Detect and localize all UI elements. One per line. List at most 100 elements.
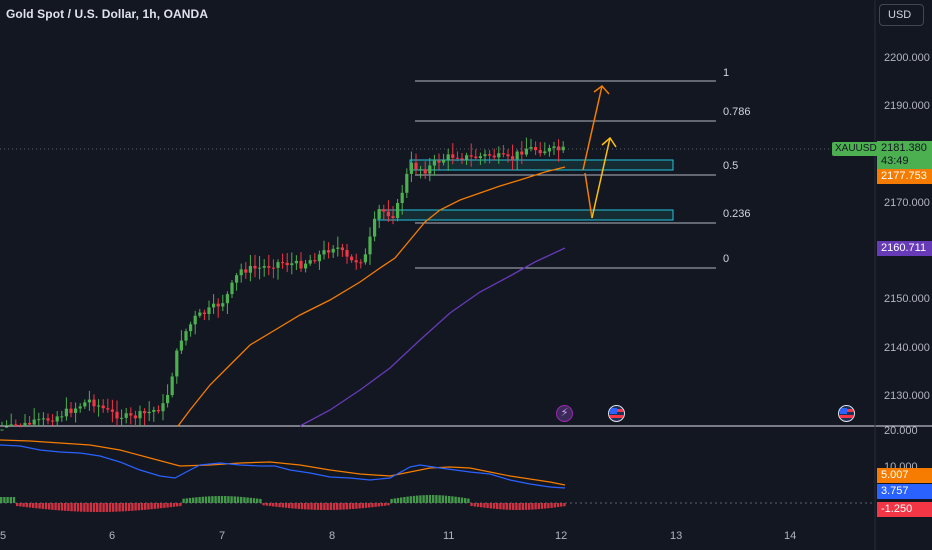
histogram-bar: [230, 496, 233, 503]
candle-body: [207, 307, 211, 314]
candle-body: [87, 399, 91, 403]
histogram-bar: [252, 498, 256, 503]
histogram-bar: [332, 503, 336, 510]
candle-body: [74, 408, 78, 413]
histogram-bar: [102, 503, 105, 512]
candle-body: [166, 395, 170, 404]
histogram-bar: [35, 503, 38, 509]
chart-title: Gold Spot / U.S. Dollar, 1h, OANDA: [6, 7, 209, 21]
candle-body: [161, 403, 165, 412]
candle-body: [313, 260, 317, 262]
candlestick-series: [0, 137, 565, 431]
histogram-bar: [380, 503, 384, 507]
zone-box-lower[interactable]: [377, 209, 674, 221]
histogram-bar: [489, 503, 492, 509]
candle-body: [69, 408, 73, 413]
candle-body: [9, 424, 13, 426]
histogram-bar: [16, 503, 19, 507]
candle-body: [28, 422, 32, 425]
candle-body: [83, 402, 87, 407]
histogram-bar: [521, 503, 524, 510]
price-tick: 2190.000: [884, 100, 930, 112]
histogram-bar: [249, 497, 252, 503]
candle-body: [248, 265, 252, 273]
histogram-bar: [41, 503, 44, 509]
candle-body: [152, 409, 156, 412]
candle-body: [432, 160, 436, 166]
candle-body: [400, 192, 404, 204]
histogram-bar: [220, 496, 224, 503]
histogram-bar: [115, 503, 118, 512]
candle-body: [115, 411, 119, 419]
histogram-bar: [377, 503, 380, 507]
candle-body: [267, 266, 271, 268]
histogram-bar: [3, 497, 6, 503]
zone-box-upper[interactable]: [409, 159, 674, 171]
histogram-bar: [316, 503, 320, 510]
lightning-icon[interactable]: ⚡: [556, 405, 573, 422]
candle-body: [32, 419, 36, 425]
histogram-bar: [131, 503, 134, 511]
candle-body: [193, 315, 197, 325]
candle-body: [391, 216, 395, 218]
histogram-bar: [387, 503, 390, 506]
histogram-bar: [297, 503, 300, 509]
candle-body: [23, 422, 27, 426]
histogram-bar: [400, 497, 403, 503]
candle-body: [262, 266, 266, 268]
us-flag-icon[interactable]: [838, 405, 855, 422]
time-tick: 13: [670, 530, 683, 542]
histogram-bar: [108, 503, 112, 512]
histogram-bar: [323, 503, 326, 510]
candle-body: [184, 331, 188, 341]
candle-body: [331, 248, 335, 253]
histogram-bar: [345, 503, 348, 510]
histogram-bar: [73, 503, 76, 512]
histogram-bar: [211, 496, 214, 503]
currency-button[interactable]: USD: [879, 4, 924, 26]
candle-body: [543, 151, 547, 154]
histogram-bar: [176, 503, 179, 507]
fib-retracement[interactable]: [415, 80, 716, 269]
candle-body: [110, 409, 114, 412]
candle-body: [345, 250, 349, 257]
histogram-bar: [432, 495, 435, 503]
fib-label: 0.236: [723, 208, 751, 220]
histogram-bar: [486, 503, 489, 509]
histogram-bar: [326, 503, 329, 510]
histogram-bar: [384, 503, 387, 506]
candle-body: [419, 169, 423, 171]
candle-body: [511, 156, 515, 160]
price-tick: 2170.000: [884, 197, 930, 209]
us-flag-icon[interactable]: [608, 405, 625, 422]
candle-body: [336, 247, 340, 249]
candle-body: [529, 147, 533, 149]
histogram-bar: [169, 503, 172, 508]
histogram-bar: [128, 503, 131, 512]
candle-body: [368, 236, 372, 255]
histogram-bar: [134, 503, 137, 511]
histogram-bar: [544, 503, 547, 509]
histogram-bar: [89, 503, 92, 512]
candle-body: [478, 156, 482, 159]
histogram-bar: [60, 503, 64, 511]
candle-body: [557, 146, 561, 151]
candle-body: [547, 147, 551, 152]
histogram-bar: [76, 503, 80, 512]
histogram-bar: [214, 496, 217, 503]
histogram-bar: [358, 503, 361, 509]
fib-label: 1: [723, 67, 730, 79]
histogram-bar: [67, 503, 70, 512]
histogram-bar: [355, 503, 358, 509]
histogram-bar: [422, 495, 425, 503]
histogram-bar: [188, 497, 192, 503]
arrow-head-orange: [593, 84, 610, 95]
candle-body: [534, 147, 538, 151]
candle-body: [299, 260, 303, 269]
histogram-bar: [480, 503, 483, 508]
histogram-bar: [182, 498, 185, 503]
projection-arrows[interactable]: [582, 84, 617, 219]
histogram-bar: [217, 496, 220, 503]
histogram-bar: [320, 503, 323, 510]
